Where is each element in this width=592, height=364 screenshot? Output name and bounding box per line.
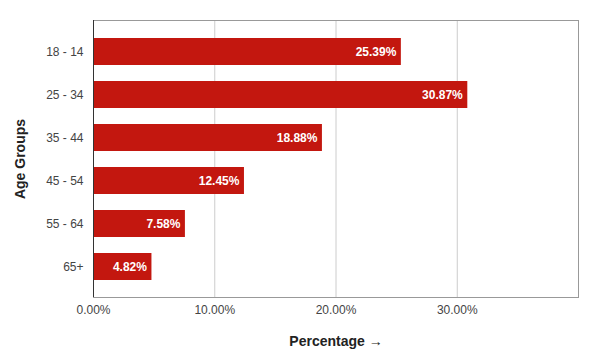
svg-text:25 - 34: 25 - 34 — [46, 88, 84, 102]
svg-text:0.00%: 0.00% — [76, 303, 110, 317]
svg-text:20.00%: 20.00% — [316, 303, 357, 317]
svg-text:25.39%: 25.39% — [356, 45, 397, 59]
svg-text:4.82%: 4.82% — [113, 260, 147, 274]
svg-text:30.00%: 30.00% — [437, 303, 478, 317]
svg-text:10.00%: 10.00% — [194, 303, 235, 317]
svg-text:35 - 44: 35 - 44 — [46, 131, 84, 145]
svg-text:18.88%: 18.88% — [277, 131, 318, 145]
svg-text:55 - 64: 55 - 64 — [46, 217, 84, 231]
svg-text:18 - 14: 18 - 14 — [46, 45, 84, 59]
svg-text:Percentage →: Percentage → — [289, 333, 382, 349]
svg-text:30.87%: 30.87% — [422, 88, 463, 102]
svg-text:7.58%: 7.58% — [146, 217, 180, 231]
svg-text:12.45%: 12.45% — [199, 174, 240, 188]
svg-text:45 - 54: 45 - 54 — [46, 174, 84, 188]
svg-text:Age Groups: Age Groups — [12, 119, 28, 199]
svg-text:65+: 65+ — [63, 260, 83, 274]
